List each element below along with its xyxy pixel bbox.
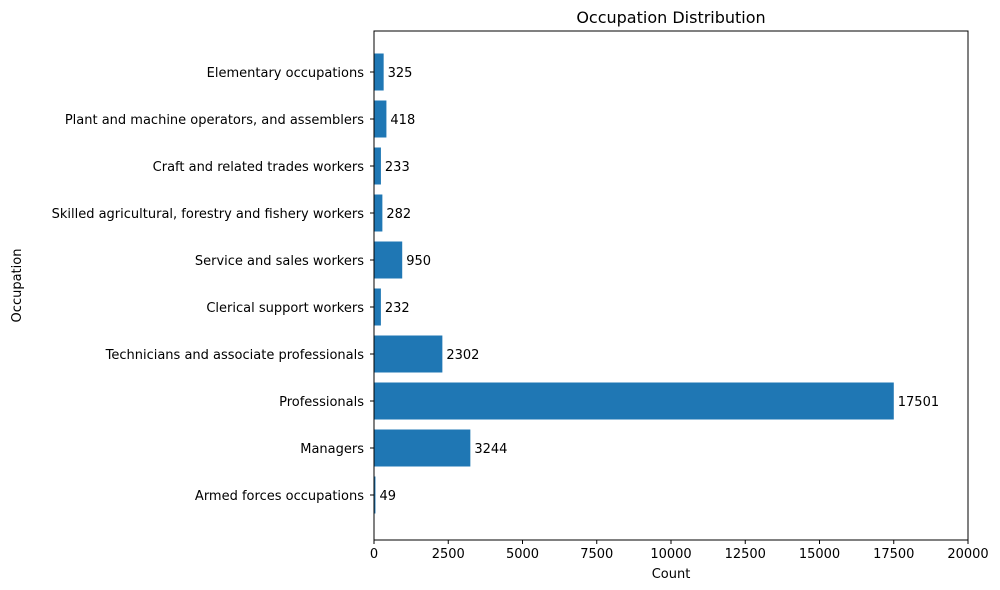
data-label: 282 <box>386 207 411 222</box>
data-label: 232 <box>385 301 410 316</box>
plot-frame <box>373 30 969 541</box>
bars-group: 49 3244 17501 2302 232 950 282 233 418 325 <box>374 53 939 514</box>
data-label: 233 <box>385 160 410 175</box>
data-label: 325 <box>388 66 413 81</box>
y-tick-label: Managers <box>300 442 364 457</box>
y-tick-label: Craft and related trades workers <box>153 160 365 175</box>
y-tick-label: Skilled agricultural, forestry and fishe… <box>52 207 365 222</box>
y-tick-label: Technicians and associate professionals <box>105 348 365 363</box>
x-tick-label: 12500 <box>725 547 766 562</box>
x-tick-label: 2500 <box>432 547 465 562</box>
x-tick-label: 5000 <box>506 547 539 562</box>
y-tick-label: Service and sales workers <box>195 254 364 269</box>
x-axis-ticks: 0 2500 5000 7500 10000 12500 15000 17500 20000 <box>370 540 989 562</box>
y-tick-label: Clerical support workers <box>206 301 364 316</box>
y-tick-label: Elementary occupations <box>207 66 365 81</box>
data-label: 49 <box>379 489 396 504</box>
bar <box>374 476 376 514</box>
bar <box>374 288 381 326</box>
x-tick-label: 0 <box>370 547 378 562</box>
data-label: 418 <box>390 113 415 128</box>
bar <box>374 382 894 420</box>
x-tick-label: 7500 <box>580 547 613 562</box>
data-label: 2302 <box>446 348 479 363</box>
bar <box>374 335 443 373</box>
data-label: 950 <box>406 254 431 269</box>
bar <box>374 241 403 279</box>
x-tick-label: 15000 <box>799 547 840 562</box>
y-tick-label: Plant and machine operators, and assembl… <box>65 113 364 128</box>
bar <box>374 100 387 138</box>
chart-title: Occupation Distribution <box>576 8 765 27</box>
x-tick-label: 17500 <box>873 547 914 562</box>
data-label: 3244 <box>474 442 507 457</box>
y-axis-ticks: Armed forces occupations Managers Professi… <box>52 66 374 504</box>
x-tick-label: 10000 <box>650 547 691 562</box>
bar <box>374 194 383 232</box>
data-label: 17501 <box>898 395 939 410</box>
x-tick-label: 20000 <box>947 547 988 562</box>
y-tick-label: Professionals <box>279 395 364 410</box>
y-tick-label: Armed forces occupations <box>195 489 364 504</box>
bar <box>374 53 384 91</box>
x-axis-label: Count <box>652 567 691 582</box>
bar <box>374 429 471 467</box>
bar <box>374 147 381 185</box>
y-axis-label: Occupation <box>10 249 25 323</box>
